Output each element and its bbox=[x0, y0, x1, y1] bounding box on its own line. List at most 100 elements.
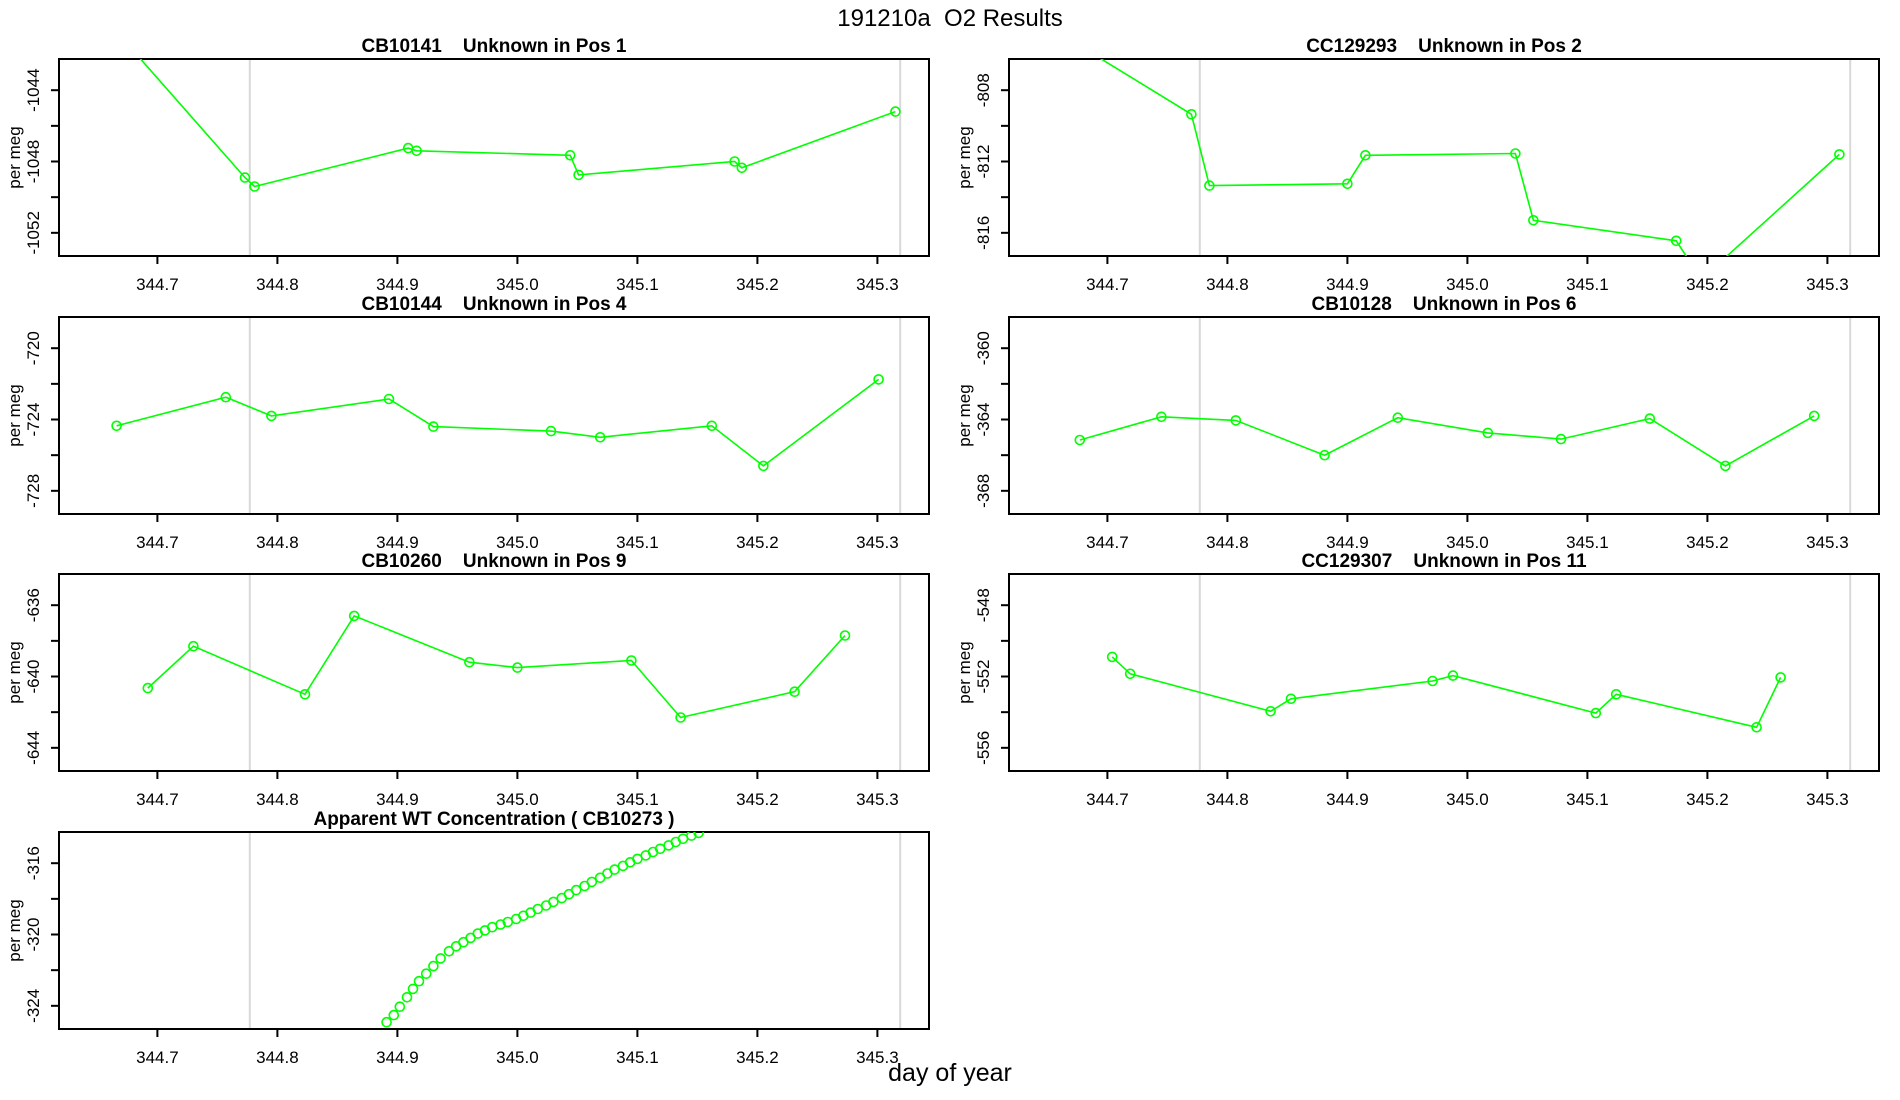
data-point bbox=[1528, 215, 1539, 226]
y-tick-label: -1052 bbox=[24, 211, 43, 254]
y-tick-label: -556 bbox=[974, 731, 993, 765]
x-tick-label: 345.1 bbox=[616, 275, 659, 294]
y-tick-label: -364 bbox=[974, 402, 993, 436]
x-tick-label: 344.7 bbox=[136, 790, 179, 809]
series-line bbox=[116, 378, 880, 467]
x-tick-label: 344.8 bbox=[256, 1048, 299, 1067]
x-tick-label: 345.1 bbox=[1566, 275, 1609, 294]
data-point bbox=[564, 150, 576, 161]
data-point bbox=[1775, 672, 1786, 683]
data-point bbox=[1265, 705, 1276, 717]
x-tick-label: 345.1 bbox=[616, 533, 659, 552]
y-tick-label: -320 bbox=[24, 917, 43, 951]
data-point bbox=[266, 410, 277, 422]
x-tick-label: 344.7 bbox=[136, 275, 179, 294]
data-point bbox=[1186, 109, 1197, 120]
data-point bbox=[758, 460, 769, 472]
data-point bbox=[626, 655, 637, 666]
data-point bbox=[348, 610, 360, 622]
x-tick-label: 345.3 bbox=[1806, 533, 1849, 552]
data-point bbox=[413, 975, 425, 987]
plot-box bbox=[1008, 58, 1880, 257]
y-axis-label: per meg bbox=[5, 899, 24, 961]
data-point bbox=[220, 391, 232, 403]
x-tick-label: 345.0 bbox=[1446, 275, 1489, 294]
series-group bbox=[381, 832, 704, 1028]
data-point bbox=[693, 832, 704, 839]
data-point bbox=[495, 919, 506, 930]
y-tick-label: -644 bbox=[24, 731, 43, 765]
data-point bbox=[675, 712, 686, 723]
series-group bbox=[1106, 651, 1786, 733]
x-tick-label: 344.9 bbox=[376, 275, 419, 294]
subplot-6: -316 -320 -324 344.7 344.8 344.9 345.0 345.1 345… bbox=[5, 809, 930, 1067]
data-point bbox=[1751, 721, 1762, 733]
plot-box bbox=[1008, 316, 1880, 515]
data-point bbox=[239, 172, 251, 183]
x-tick-label: 345.0 bbox=[496, 533, 539, 552]
series-line bbox=[147, 614, 846, 719]
y-tick-label: -724 bbox=[24, 402, 43, 436]
x-tick-label: 345.2 bbox=[736, 533, 779, 552]
x-tick-label: 345.2 bbox=[1686, 275, 1729, 294]
plot-box bbox=[58, 831, 930, 1030]
x-tick-label: 345.0 bbox=[496, 1048, 539, 1067]
subplot-title: CB10144 Unknown in Pos 4 bbox=[361, 294, 626, 315]
y-tick-label: -636 bbox=[24, 588, 43, 622]
data-point bbox=[249, 181, 260, 192]
data-point bbox=[1808, 410, 1820, 422]
x-axis-label: day of year bbox=[888, 1059, 1012, 1087]
x-tick-label: 345.3 bbox=[856, 790, 899, 809]
data-point bbox=[428, 960, 439, 972]
x-tick-label: 344.9 bbox=[376, 533, 419, 552]
data-point bbox=[729, 156, 740, 167]
data-point bbox=[573, 169, 584, 181]
data-point bbox=[1043, 22, 1052, 31]
subplot-5: -548 -552 -556 344.7 344.8 344.9 345.0 345.1 345… bbox=[955, 551, 1880, 809]
series-group bbox=[142, 610, 851, 723]
data-point bbox=[428, 421, 439, 432]
y-tick-label: -368 bbox=[974, 474, 993, 508]
data-point bbox=[1230, 415, 1242, 426]
x-tick-label: 344.7 bbox=[1086, 275, 1129, 294]
plot-box bbox=[1008, 573, 1880, 772]
subplot-3: -360 -364 -368 344.7 344.8 344.9 345.0 345.1 345… bbox=[955, 294, 1880, 552]
y-tick-label: -1048 bbox=[24, 140, 43, 183]
data-point bbox=[188, 640, 199, 652]
data-point bbox=[545, 425, 557, 437]
y-tick-label: -1044 bbox=[24, 68, 43, 111]
x-tick-label: 344.7 bbox=[1086, 533, 1129, 552]
subplot-0: -1044 -1048 -1052 344.7 344.8 344.9 345.0 345.1… bbox=[5, 6, 930, 294]
y-tick-label: -316 bbox=[24, 846, 43, 880]
data-point bbox=[1074, 434, 1086, 446]
data-point bbox=[299, 688, 311, 700]
x-tick-label: 345.3 bbox=[856, 275, 899, 294]
data-point bbox=[381, 1016, 392, 1028]
series-group bbox=[1074, 410, 1820, 472]
data-point bbox=[93, 6, 102, 15]
x-tick-label: 344.7 bbox=[1086, 790, 1129, 809]
data-point bbox=[512, 662, 523, 673]
x-tick-label: 345.0 bbox=[1446, 533, 1489, 552]
data-point bbox=[594, 431, 606, 443]
y-axis-label: per meg bbox=[5, 126, 24, 188]
y-tick-label: -324 bbox=[24, 989, 43, 1023]
x-tick-label: 345.2 bbox=[1686, 790, 1729, 809]
data-point bbox=[401, 991, 413, 1003]
subplot-title: CC129293 Unknown in Pos 2 bbox=[1306, 36, 1582, 57]
y-tick-label: -720 bbox=[24, 331, 43, 365]
y-axis-label: per meg bbox=[955, 384, 974, 446]
x-tick-label: 345.2 bbox=[1686, 533, 1729, 552]
data-point bbox=[1482, 427, 1494, 439]
subplot-title: CB10128 Unknown in Pos 6 bbox=[1311, 294, 1576, 315]
subplot-1: -808 -812 -816 344.7 344.8 344.9 345.0 345.1 345… bbox=[955, 22, 1880, 294]
x-tick-label: 344.9 bbox=[1326, 533, 1369, 552]
y-axis-label: per meg bbox=[955, 641, 974, 703]
y-tick-label: -640 bbox=[24, 659, 43, 693]
x-tick-label: 345.1 bbox=[1566, 533, 1609, 552]
series-group bbox=[93, 6, 901, 192]
y-tick-label: -360 bbox=[974, 331, 993, 365]
x-tick-label: 345.3 bbox=[1806, 275, 1849, 294]
